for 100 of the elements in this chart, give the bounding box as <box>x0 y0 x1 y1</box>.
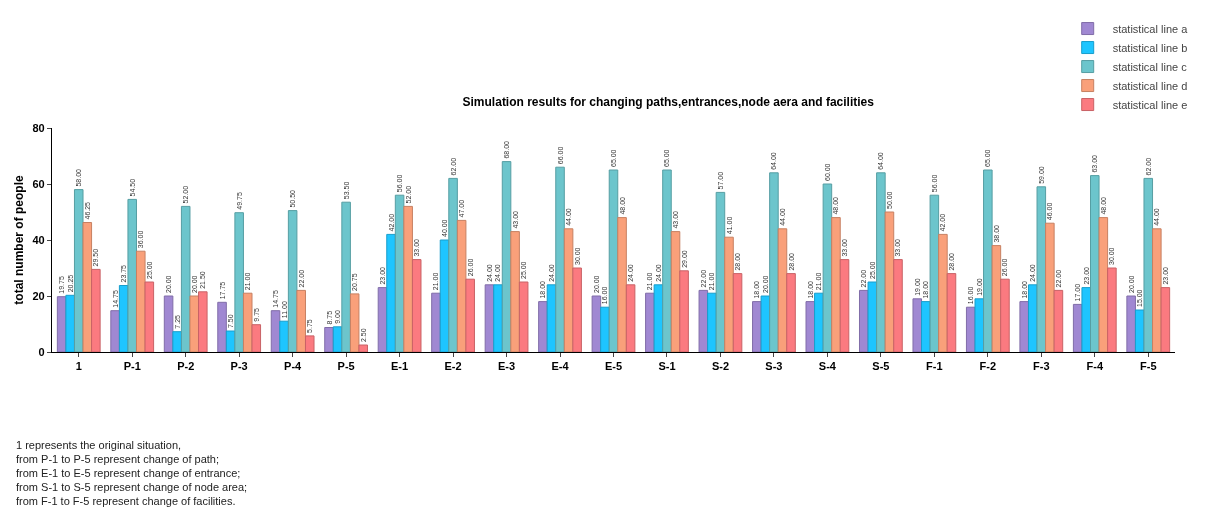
bar <box>386 233 396 352</box>
bar <box>724 236 734 352</box>
bar <box>127 198 137 352</box>
x-tick-label: E-1 <box>391 360 409 373</box>
bar <box>65 294 75 352</box>
bar <box>304 335 315 352</box>
x-tick-label: P-5 <box>337 360 355 373</box>
bar <box>786 273 796 352</box>
x-tick-label: F-1 <box>926 360 943 373</box>
bar <box>287 210 298 352</box>
bar <box>144 281 155 352</box>
bar <box>572 267 582 352</box>
bar <box>189 295 200 352</box>
bar <box>946 273 957 352</box>
bar <box>279 320 289 352</box>
bar <box>91 268 101 352</box>
bar <box>912 298 923 352</box>
legend-label: statistical line e <box>1112 98 1188 111</box>
text: from F-1 to F-5 represent change of facilities. <box>16 495 236 507</box>
bar <box>217 301 227 352</box>
bar <box>82 222 93 352</box>
bar <box>448 177 458 352</box>
bar <box>1152 228 1162 352</box>
bar <box>698 289 709 352</box>
bar <box>234 212 244 352</box>
bar <box>760 295 771 352</box>
x-tick-label: F-5 <box>1140 360 1157 373</box>
bar <box>653 284 664 352</box>
x-tick-label: E-3 <box>497 360 516 373</box>
bar <box>1143 177 1154 352</box>
bar <box>296 289 306 352</box>
x-tick-label: P-4 <box>284 360 303 373</box>
bar <box>625 284 636 352</box>
bar <box>707 292 717 352</box>
bar <box>1107 267 1117 352</box>
legend-label: statistical line d <box>1112 79 1188 92</box>
x-tick-label: S-3 <box>765 360 783 373</box>
bar <box>110 310 120 352</box>
x-tick-label: P-2 <box>177 360 195 373</box>
bar <box>1081 287 1092 352</box>
y-axis-title: total number of people <box>11 175 26 305</box>
bar <box>839 259 850 352</box>
legend-label: statistical line c <box>1112 60 1188 73</box>
bar <box>358 344 369 352</box>
bar <box>822 183 833 352</box>
bar <box>563 228 574 352</box>
x-tick-label: S-1 <box>658 360 676 373</box>
bar <box>465 278 475 352</box>
y-tick-label: 0 <box>38 345 45 358</box>
x-tick-label: S-5 <box>872 360 890 373</box>
x-tick-label: S-2 <box>711 360 730 373</box>
x-tick-label: F-4 <box>1086 360 1104 373</box>
y-tick-label: 60 <box>32 177 45 190</box>
bar <box>172 331 182 352</box>
bar <box>679 270 689 352</box>
y-tick-label: 20 <box>32 289 45 302</box>
bar <box>493 284 503 352</box>
bar <box>341 201 351 352</box>
x-tick-label: F-2 <box>979 360 997 373</box>
bar <box>1036 186 1047 352</box>
x-tick-label: E-4 <box>551 360 570 373</box>
chart-title: Simulation results for changing paths,entrances,node aera and facilities <box>462 94 875 109</box>
bar <box>929 194 940 352</box>
x-tick-label: E-2 <box>444 360 462 373</box>
bar <box>991 245 1002 352</box>
bar <box>251 324 262 352</box>
x-tick-label: F-3 <box>1033 360 1050 373</box>
text: from E-1 to E-5 represent change of entrance; <box>16 467 241 479</box>
bar <box>242 292 253 352</box>
bar <box>324 327 334 352</box>
y-tick-label: 40 <box>32 233 45 246</box>
bar <box>1000 278 1010 352</box>
bar <box>662 169 672 352</box>
bar <box>135 250 146 352</box>
bar <box>1019 301 1029 352</box>
bar <box>983 169 993 352</box>
bar <box>732 273 743 352</box>
y-tick-label: 80 <box>32 121 45 134</box>
text: from P-1 to P-5 represent change of path; <box>16 453 220 465</box>
legend-label: statistical line b <box>1112 41 1188 54</box>
bar <box>591 295 602 352</box>
bar <box>163 295 174 352</box>
bar <box>198 291 208 352</box>
legend-label: statistical line a <box>1112 22 1189 35</box>
bar <box>1053 289 1064 352</box>
bar <box>411 259 422 352</box>
text: from S-1 to S-5 represent change of node area; <box>16 481 248 493</box>
bar <box>456 219 467 352</box>
bar <box>938 233 948 352</box>
text: 1 represents the original situation, <box>16 439 182 451</box>
bar <box>867 281 878 352</box>
bar <box>1098 217 1109 352</box>
bar <box>403 205 413 352</box>
bar <box>1045 222 1055 352</box>
bar <box>893 259 903 352</box>
bar <box>600 306 610 352</box>
bar <box>431 292 441 352</box>
bar <box>180 205 191 352</box>
x-tick-label: 1 <box>75 360 82 373</box>
bar <box>538 301 548 352</box>
